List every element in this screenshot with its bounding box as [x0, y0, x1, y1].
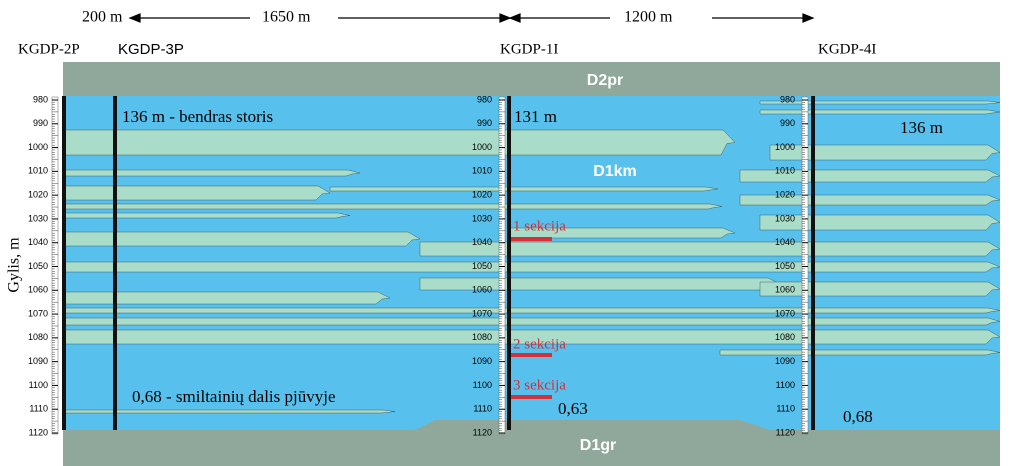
sand-layer [330, 187, 718, 191]
sand-layer [760, 101, 1000, 104]
tick-label: 1120 [29, 427, 48, 437]
unit-label: D1gr [580, 437, 616, 454]
tick-label: 1060 [28, 285, 48, 295]
tick-label: 1050 [28, 261, 48, 271]
annotation: 0,63 [558, 399, 588, 418]
tick-label: 980 [477, 94, 492, 104]
tick-label: 980 [780, 94, 795, 104]
sand-layer [760, 110, 1000, 114]
sand-layer [760, 282, 1000, 296]
arrows [130, 14, 813, 22]
tick-label: 1020 [28, 190, 48, 200]
tick-label: 1000 [472, 142, 492, 152]
well-name: KGDP-3P [118, 41, 184, 58]
sand-layer [720, 350, 1000, 355]
tick-label: 1030 [775, 213, 795, 223]
distance: 200 m [82, 9, 123, 26]
tick-label: 990 [33, 118, 48, 128]
tick-label: 1110 [473, 404, 492, 414]
well-name: KGDP-2P [18, 41, 80, 57]
annotation: 0,68 [843, 407, 873, 426]
cross-section: 200 m 1650 m 1200 m KGDP-2P KGDP-3P KGDP… [0, 0, 1015, 466]
tick-label: 990 [477, 118, 492, 128]
tick-label: 1100 [473, 380, 492, 390]
distance: 1200 m [624, 9, 673, 26]
unit-label: D1km [593, 163, 637, 180]
section-label: 3 sekcija [513, 377, 566, 393]
tick-label: 1030 [28, 213, 48, 223]
tick-label: 1070 [28, 308, 48, 318]
sand-layer [63, 186, 330, 200]
tick-label: 1050 [472, 261, 492, 271]
tick-label: 1000 [775, 142, 795, 152]
tick-label: 1010 [775, 166, 795, 176]
sand-layer [63, 204, 722, 209]
tick-label: 1040 [775, 237, 795, 247]
sand-layer [63, 213, 350, 218]
tick-label: 990 [780, 118, 795, 128]
tick-label: 1110 [776, 404, 795, 414]
tick-label: 1090 [28, 356, 48, 366]
tick-label: 1060 [472, 285, 492, 295]
section-label: 2 sekcija [513, 336, 566, 352]
section-label: 1 sekcija [513, 218, 566, 234]
well-name: KGDP-4I [818, 41, 876, 57]
tick-label: 1080 [472, 332, 492, 342]
axis-label: Gylis, m [6, 237, 23, 293]
tick-label: 1090 [775, 356, 795, 366]
sand-layer [63, 292, 390, 304]
tick-label: 1040 [28, 237, 48, 247]
sand-layer [63, 130, 735, 155]
tick-label: 1030 [472, 213, 492, 223]
unit-label: D2pr [587, 72, 623, 89]
tick-label: 1080 [775, 332, 795, 342]
annotation: 131 m [514, 107, 557, 126]
tick-label: 1120 [776, 427, 795, 437]
tick-label: 1010 [28, 166, 48, 176]
annotation: 136 m [900, 118, 943, 137]
tick-label: 1020 [472, 190, 492, 200]
tick-label: 1070 [775, 308, 795, 318]
tick-label: 1100 [776, 380, 795, 390]
tick-label: 1050 [775, 261, 795, 271]
annotation: 0,68 - smiltainių dalis pjūvyje [132, 387, 336, 406]
sand-layer [63, 308, 1000, 313]
tick-label: 1070 [472, 308, 492, 318]
sand-layer [63, 318, 1000, 325]
tick-label: 1010 [472, 166, 492, 176]
distance: 1650 m [262, 9, 311, 26]
sand-layer [63, 410, 395, 413]
tick-label: 1060 [775, 285, 795, 295]
tick-label: 1080 [28, 332, 48, 342]
tick-label: 1120 [473, 427, 492, 437]
well-name: KGDP-1I [500, 41, 558, 57]
tick-label: 1100 [29, 380, 48, 390]
annotation: 136 m - bendras storis [122, 107, 273, 126]
sand-layer [63, 170, 360, 176]
tick-label: 1020 [775, 190, 795, 200]
distances: 200 m 1650 m 1200 m [82, 9, 673, 26]
tick-label: 1040 [472, 237, 492, 247]
sand-layer [63, 262, 1000, 272]
tick-label: 1110 [29, 404, 48, 414]
tick-label: 1090 [472, 356, 492, 366]
tick-label: 1000 [28, 142, 48, 152]
sand-layer [760, 215, 1000, 230]
tick-label: 980 [33, 94, 48, 104]
d2pr-layer [63, 62, 1000, 96]
